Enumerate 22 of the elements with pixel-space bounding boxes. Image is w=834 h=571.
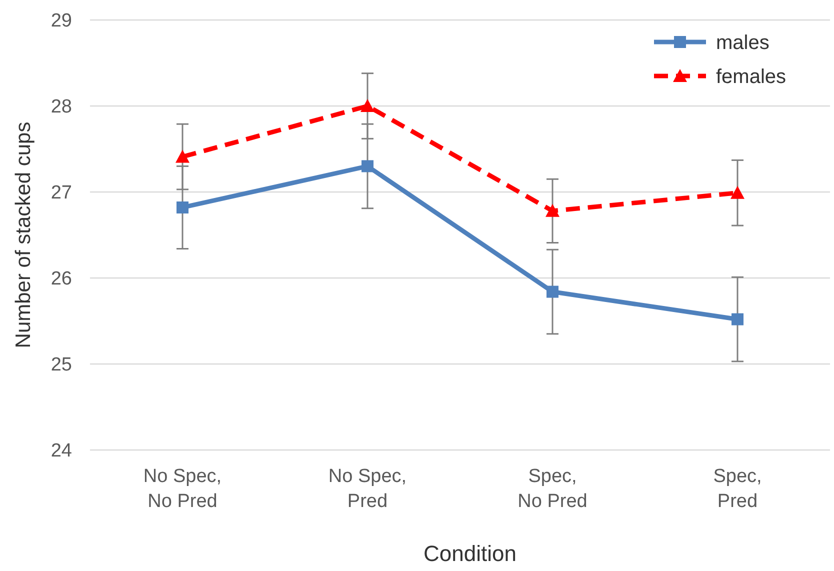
point [176, 201, 188, 214]
point [730, 186, 744, 199]
x-tick-label: No Spec, No Pred [143, 466, 222, 512]
y-tick-label: 27 [50, 182, 72, 204]
x-tick-label: Spec, No Pred [518, 466, 588, 512]
point [546, 286, 558, 298]
y-tick-label: 26 [50, 268, 72, 290]
x-tick-label: Spec, Pred [713, 466, 762, 512]
legend-label: females [716, 66, 786, 88]
y-tick-label: 28 [50, 96, 72, 118]
y-tick-label: 25 [50, 354, 72, 376]
point [362, 160, 374, 172]
x-axis-title: Condition [424, 541, 516, 566]
point [546, 204, 560, 217]
y-tick-label: 24 [50, 440, 72, 462]
x-tick-label: No Spec, Pred [328, 466, 407, 512]
y-axis-title: Number of stacked cups [12, 122, 35, 348]
point [360, 99, 374, 112]
point [732, 313, 744, 326]
point [176, 150, 190, 163]
y-tick-label: 29 [50, 10, 72, 32]
legend-label: males [716, 32, 770, 54]
